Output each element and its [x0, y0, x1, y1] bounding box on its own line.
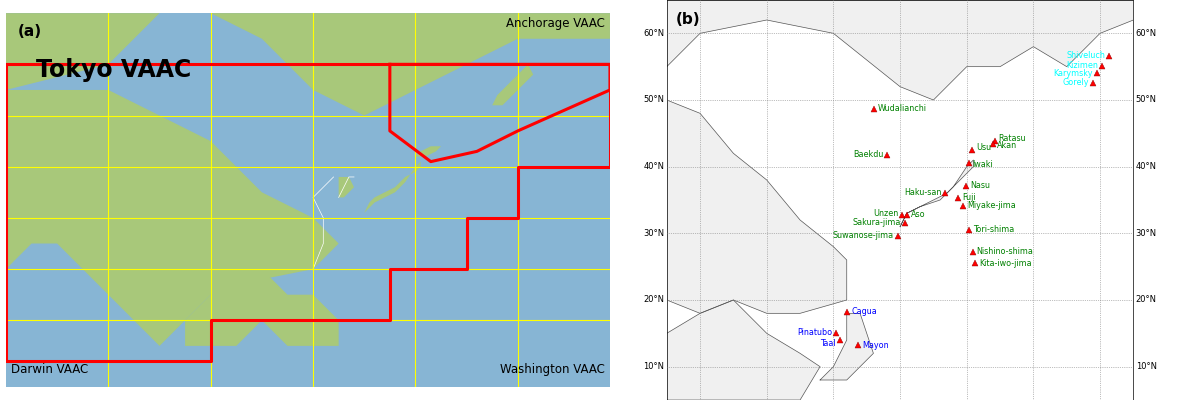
Polygon shape [900, 160, 974, 227]
Text: (a): (a) [18, 24, 42, 39]
Text: 10°N: 10°N [643, 362, 665, 371]
Text: 60°N: 60°N [1135, 29, 1157, 38]
Text: Karymsky: Karymsky [1053, 69, 1093, 78]
Text: Cagua: Cagua [851, 308, 877, 316]
Text: 20°N: 20°N [643, 296, 665, 304]
Text: Tori-shima: Tori-shima [973, 226, 1014, 234]
Polygon shape [667, 0, 1133, 100]
Text: Darwin VAAC: Darwin VAAC [11, 363, 88, 376]
Text: (b): (b) [677, 12, 700, 27]
Text: Shiveluch: Shiveluch [1067, 52, 1106, 60]
Text: 60°N: 60°N [643, 29, 665, 38]
Polygon shape [185, 244, 339, 346]
Text: Anchorage VAAC: Anchorage VAAC [507, 17, 605, 30]
Text: Unzen: Unzen [873, 209, 898, 218]
Text: Akan: Akan [998, 142, 1018, 150]
Text: Kita-iwo-jima: Kita-iwo-jima [980, 259, 1032, 268]
Polygon shape [6, 13, 610, 116]
Text: 20°N: 20°N [1135, 296, 1157, 304]
Text: Usu: Usu [976, 143, 992, 152]
Text: Miyake-jima: Miyake-jima [968, 202, 1017, 210]
Text: Gorely: Gorely [1062, 78, 1089, 87]
Text: Pinatubo: Pinatubo [797, 328, 832, 337]
Text: Kizimen: Kizimen [1067, 62, 1099, 70]
Polygon shape [415, 146, 441, 156]
Text: Mayon: Mayon [862, 341, 888, 350]
Text: 10°N: 10°N [1135, 362, 1157, 371]
Text: Ratasu: Ratasu [999, 134, 1026, 143]
Text: Iwaki: Iwaki [973, 160, 994, 169]
Text: Suwanose-jima: Suwanose-jima [833, 232, 894, 240]
Text: 40°N: 40°N [643, 162, 665, 171]
Text: Aso: Aso [912, 210, 926, 219]
Text: 30°N: 30°N [1135, 229, 1157, 238]
Text: Nishino-shima: Nishino-shima [976, 248, 1033, 256]
Polygon shape [6, 90, 339, 346]
Text: Baekdu: Baekdu [853, 150, 883, 159]
Polygon shape [820, 313, 874, 380]
Polygon shape [667, 100, 847, 313]
Text: Fuji: Fuji [962, 193, 976, 202]
Text: 50°N: 50°N [643, 96, 665, 104]
Text: Tokyo VAAC: Tokyo VAAC [36, 58, 191, 82]
Text: Nasu: Nasu [970, 182, 990, 190]
Text: 50°N: 50°N [1135, 96, 1157, 104]
Text: Haku-san: Haku-san [904, 188, 942, 197]
Text: 30°N: 30°N [643, 229, 665, 238]
Polygon shape [364, 162, 421, 213]
Text: Taal: Taal [820, 339, 836, 348]
Text: Wudalianchi: Wudalianchi [877, 104, 927, 113]
Polygon shape [492, 64, 533, 105]
Text: Sakura-jima: Sakura-jima [853, 218, 901, 227]
Polygon shape [339, 177, 354, 198]
Text: Washington VAAC: Washington VAAC [499, 363, 605, 376]
Text: 40°N: 40°N [1135, 162, 1157, 171]
Polygon shape [667, 300, 820, 400]
